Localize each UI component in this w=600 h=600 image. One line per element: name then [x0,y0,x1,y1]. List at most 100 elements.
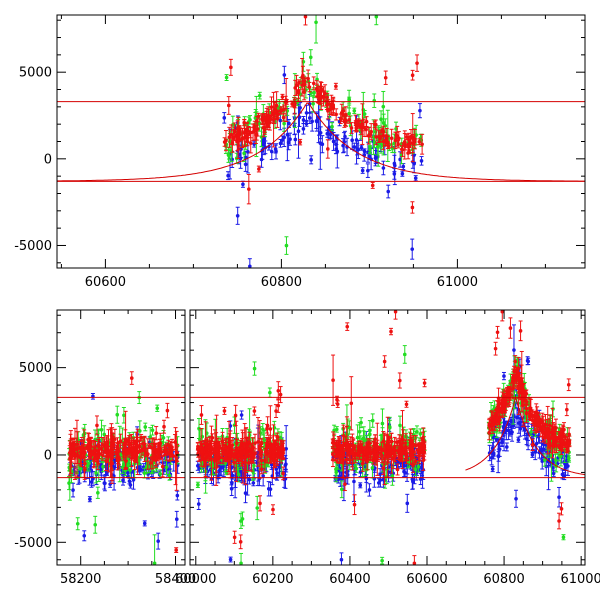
data-point [290,102,294,106]
data-point [322,94,326,99]
data-point [87,461,91,466]
top-xtick-label: 61000 [437,275,478,290]
data-point [68,441,73,446]
data-point [375,145,380,149]
data-point [366,168,370,173]
data-point [75,521,80,526]
data-point [154,457,158,461]
data-point [389,136,394,141]
data-point [298,105,302,110]
data-point [362,149,367,154]
data-point [326,102,330,106]
data-point [138,429,142,433]
data-point [368,145,372,149]
data-point [120,465,125,469]
data-point [383,75,388,80]
data-point [401,164,406,169]
data-point [353,121,358,125]
data-point [174,517,179,522]
data-point [306,76,310,81]
data-point [356,147,361,152]
data-point [396,142,400,146]
data-point [96,442,101,447]
data-point [302,82,307,87]
data-point [154,431,159,435]
data-point [256,440,260,444]
data-point [296,129,301,133]
data-point [398,157,402,162]
data-point [175,450,180,455]
data-point [393,138,398,143]
data-point [282,107,286,112]
data-point [239,519,243,523]
data-point [309,158,313,162]
data-point [92,457,97,461]
data-point [89,440,93,444]
data-point [143,425,148,429]
data-point [406,142,411,147]
data-point [338,116,343,121]
data-point [293,137,298,142]
data-point [252,366,257,371]
data-point [257,167,261,171]
data-point [122,413,126,418]
data-point [124,440,128,444]
data-point [265,426,269,431]
data-point [246,132,251,137]
data-point [381,121,386,125]
data-point [251,481,256,485]
data-point [278,118,283,123]
data-point [165,408,170,413]
data-point [303,15,308,19]
data-point [341,143,345,148]
data-point [101,464,105,469]
data-point [392,172,397,176]
data-point [113,437,117,442]
data-point [325,95,329,100]
data-point [93,522,98,527]
data-point [318,141,323,145]
data-point [418,108,422,113]
data-point [82,533,87,538]
data-point [334,112,338,117]
bottom-ytick-label: -5000 [14,536,52,551]
data-point [311,81,316,86]
data-point [261,125,266,130]
data-point [393,163,397,168]
data-point [302,90,306,95]
data-point [95,423,99,428]
data-point [281,115,286,120]
data-point [139,448,143,453]
data-point [196,483,200,487]
data-point [243,491,248,495]
data-point [406,151,410,155]
data-point [142,471,147,475]
bottom-segment-1: 5000 0 -5000 58200 58400 [14,309,196,587]
data-point [170,453,175,458]
data-point [115,458,120,462]
data-point [381,139,386,144]
data-point [148,435,153,439]
data-point [331,139,336,144]
data-point [98,464,103,469]
data-point [301,118,306,122]
top-panel: 5000 0 -5000 60600 60800 61000 [14,14,586,290]
data-point [386,144,391,148]
data-point [261,474,265,478]
data-point [410,73,415,77]
data-point [237,138,242,143]
data-point [169,448,174,452]
data-point [224,75,229,80]
data-point [314,20,318,25]
data-point [326,109,330,113]
data-point [242,120,247,125]
data-point [226,173,230,178]
data-point [95,459,100,464]
data-point [104,444,109,449]
data-point [268,117,273,122]
data-point [196,502,201,506]
data-point [155,406,160,411]
data-point [296,91,301,95]
data-point [128,442,132,446]
data-point [158,471,163,476]
